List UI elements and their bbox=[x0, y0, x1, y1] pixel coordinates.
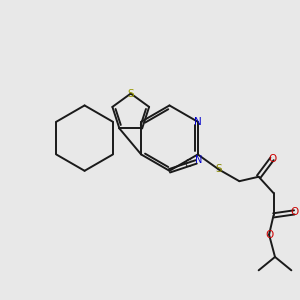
Text: S: S bbox=[128, 88, 134, 99]
Text: N: N bbox=[196, 155, 203, 165]
Text: O: O bbox=[268, 154, 276, 164]
Text: N: N bbox=[194, 117, 202, 127]
Text: S: S bbox=[215, 164, 222, 174]
Text: C: C bbox=[184, 159, 191, 169]
Text: O: O bbox=[265, 230, 273, 240]
Text: O: O bbox=[290, 207, 298, 218]
